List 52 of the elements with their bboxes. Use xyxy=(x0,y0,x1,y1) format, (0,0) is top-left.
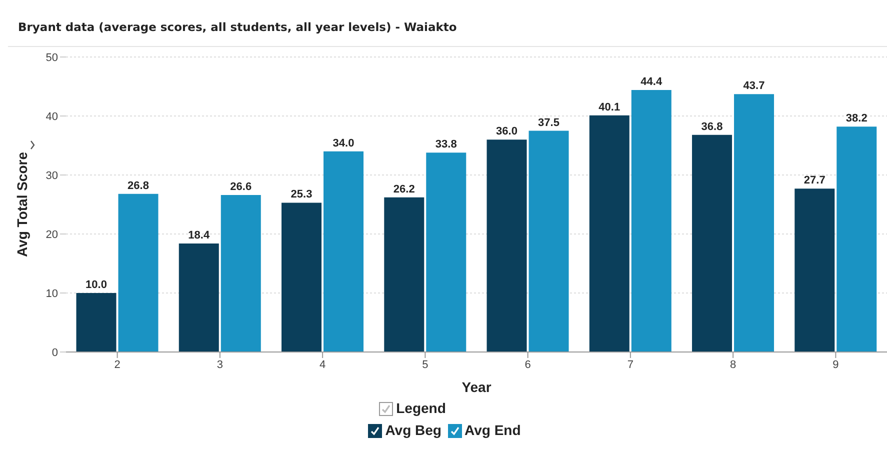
bar xyxy=(528,130,569,352)
y-tick-label: 40 xyxy=(46,110,58,123)
bar xyxy=(282,202,322,352)
x-tick-label: 8 xyxy=(730,358,736,371)
y-axis-title: Avg Total Score xyxy=(14,152,30,258)
y-tick-label: 30 xyxy=(46,170,58,182)
data-label: 37.5 xyxy=(538,116,560,129)
legend-label: Avg End xyxy=(464,422,521,438)
legend-title: Legend xyxy=(395,399,447,418)
data-label: 38.2 xyxy=(846,112,868,125)
y-tick-label: 50 xyxy=(46,52,58,64)
bar xyxy=(734,94,774,352)
data-label: 26.2 xyxy=(393,183,415,196)
bar xyxy=(118,194,158,352)
data-label: 34.0 xyxy=(332,137,354,150)
legend-label: Avg Beg xyxy=(384,422,442,438)
bar xyxy=(178,243,219,352)
data-label: 27.7 xyxy=(804,174,826,187)
data-label: 33.8 xyxy=(435,138,457,151)
data-label: 36.8 xyxy=(701,120,723,133)
bar xyxy=(426,152,466,352)
x-tick-label: 4 xyxy=(320,358,326,371)
bar xyxy=(76,293,116,352)
bar xyxy=(589,115,630,352)
data-label: 10.0 xyxy=(86,279,107,291)
data-label: 26.6 xyxy=(230,181,252,194)
bar xyxy=(324,151,364,352)
bar xyxy=(794,188,835,352)
x-tick-label: 2 xyxy=(114,358,120,371)
bar xyxy=(220,195,261,352)
bar xyxy=(486,140,527,352)
bar xyxy=(836,126,877,352)
x-tick-label: 5 xyxy=(422,358,428,371)
y-tick-label: 20 xyxy=(46,228,58,241)
data-label: 44.4 xyxy=(640,76,663,88)
x-axis-title: Year xyxy=(462,379,492,395)
x-tick-label: 3 xyxy=(216,358,223,371)
data-label: 25.3 xyxy=(290,188,312,201)
y-tick-label: 10 xyxy=(46,288,58,300)
data-label: 43.7 xyxy=(743,80,765,92)
bar xyxy=(692,134,732,352)
data-label: 36.0 xyxy=(496,126,518,138)
chart-title: Bryant data (average scores, all students, all year levels) - Waiakto xyxy=(8,0,887,47)
y-tick-label: 0 xyxy=(52,346,58,359)
data-label: 40.1 xyxy=(598,101,620,114)
x-tick-label: 7 xyxy=(627,358,634,371)
bar xyxy=(631,90,672,352)
data-label: 18.4 xyxy=(188,229,210,242)
x-tick-label: 9 xyxy=(832,358,839,371)
x-tick-label: 6 xyxy=(524,358,531,371)
bar xyxy=(384,197,424,352)
data-label: 26.8 xyxy=(128,180,149,192)
